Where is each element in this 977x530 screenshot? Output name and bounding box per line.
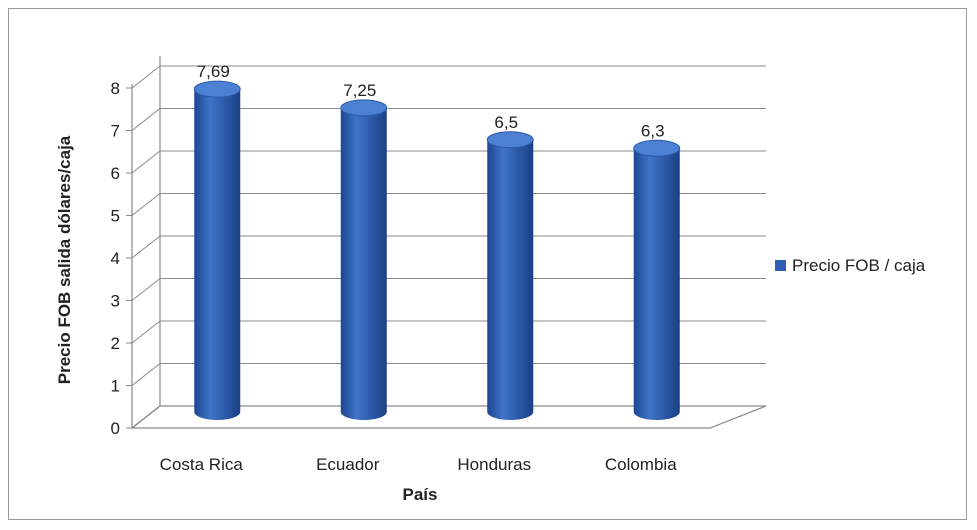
y-tick-label: 7 — [111, 122, 120, 141]
x-category-label: Ecuador — [316, 455, 380, 474]
bar — [340, 99, 388, 420]
data-label: 7,25 — [343, 81, 376, 100]
y-tick-label: 5 — [111, 207, 120, 226]
bar — [633, 139, 681, 420]
bar-top — [486, 131, 534, 149]
y-tick-label: 8 — [111, 79, 120, 98]
legend: Precio FOB / caja — [775, 256, 926, 275]
gridline-side — [131, 235, 161, 259]
gridline-side — [131, 150, 161, 174]
data-label: 6,3 — [641, 121, 665, 140]
y-tick-label: 3 — [111, 292, 120, 311]
gridline-side — [131, 65, 161, 89]
bar — [193, 80, 241, 421]
bar-body — [340, 107, 387, 420]
gridline-side — [131, 278, 161, 301]
y-tick-label: 6 — [111, 164, 120, 183]
bar-body — [633, 148, 680, 420]
x-category-label: Colombia — [605, 455, 677, 474]
bar — [486, 131, 534, 420]
gridline-side — [131, 320, 161, 344]
bar-top — [340, 99, 388, 117]
y-tick-label: 1 — [111, 377, 120, 396]
x-category-labels: Costa Rica Ecuador Honduras Colombia — [160, 455, 678, 474]
y-tick-labels: 0 1 2 3 4 5 6 7 8 — [111, 79, 120, 438]
data-label: 7,69 — [197, 62, 230, 81]
bars — [193, 80, 681, 421]
data-label: 6,5 — [494, 113, 518, 132]
x-category-label: Costa Rica — [160, 455, 244, 474]
y-tick-label: 2 — [111, 334, 120, 353]
y-tick-label: 4 — [111, 249, 120, 268]
x-axis-title: País — [403, 485, 438, 504]
bar-top — [193, 80, 241, 98]
bar-body — [487, 139, 534, 420]
gridline-side — [131, 363, 161, 386]
data-labels: 7,69 7,25 6,5 6,3 — [197, 62, 665, 140]
x-category-label: Honduras — [457, 455, 531, 474]
gridline-side — [131, 405, 161, 429]
legend-label: Precio FOB / caja — [792, 256, 926, 275]
y-axis-title: Precio FOB salida dólares/caja — [55, 135, 74, 384]
gridline-side — [131, 108, 161, 131]
bar-top — [633, 139, 681, 157]
bar-body — [194, 89, 241, 421]
legend-swatch — [775, 260, 786, 271]
gridline-side — [131, 193, 161, 216]
y-tick-label: 0 — [111, 419, 120, 438]
